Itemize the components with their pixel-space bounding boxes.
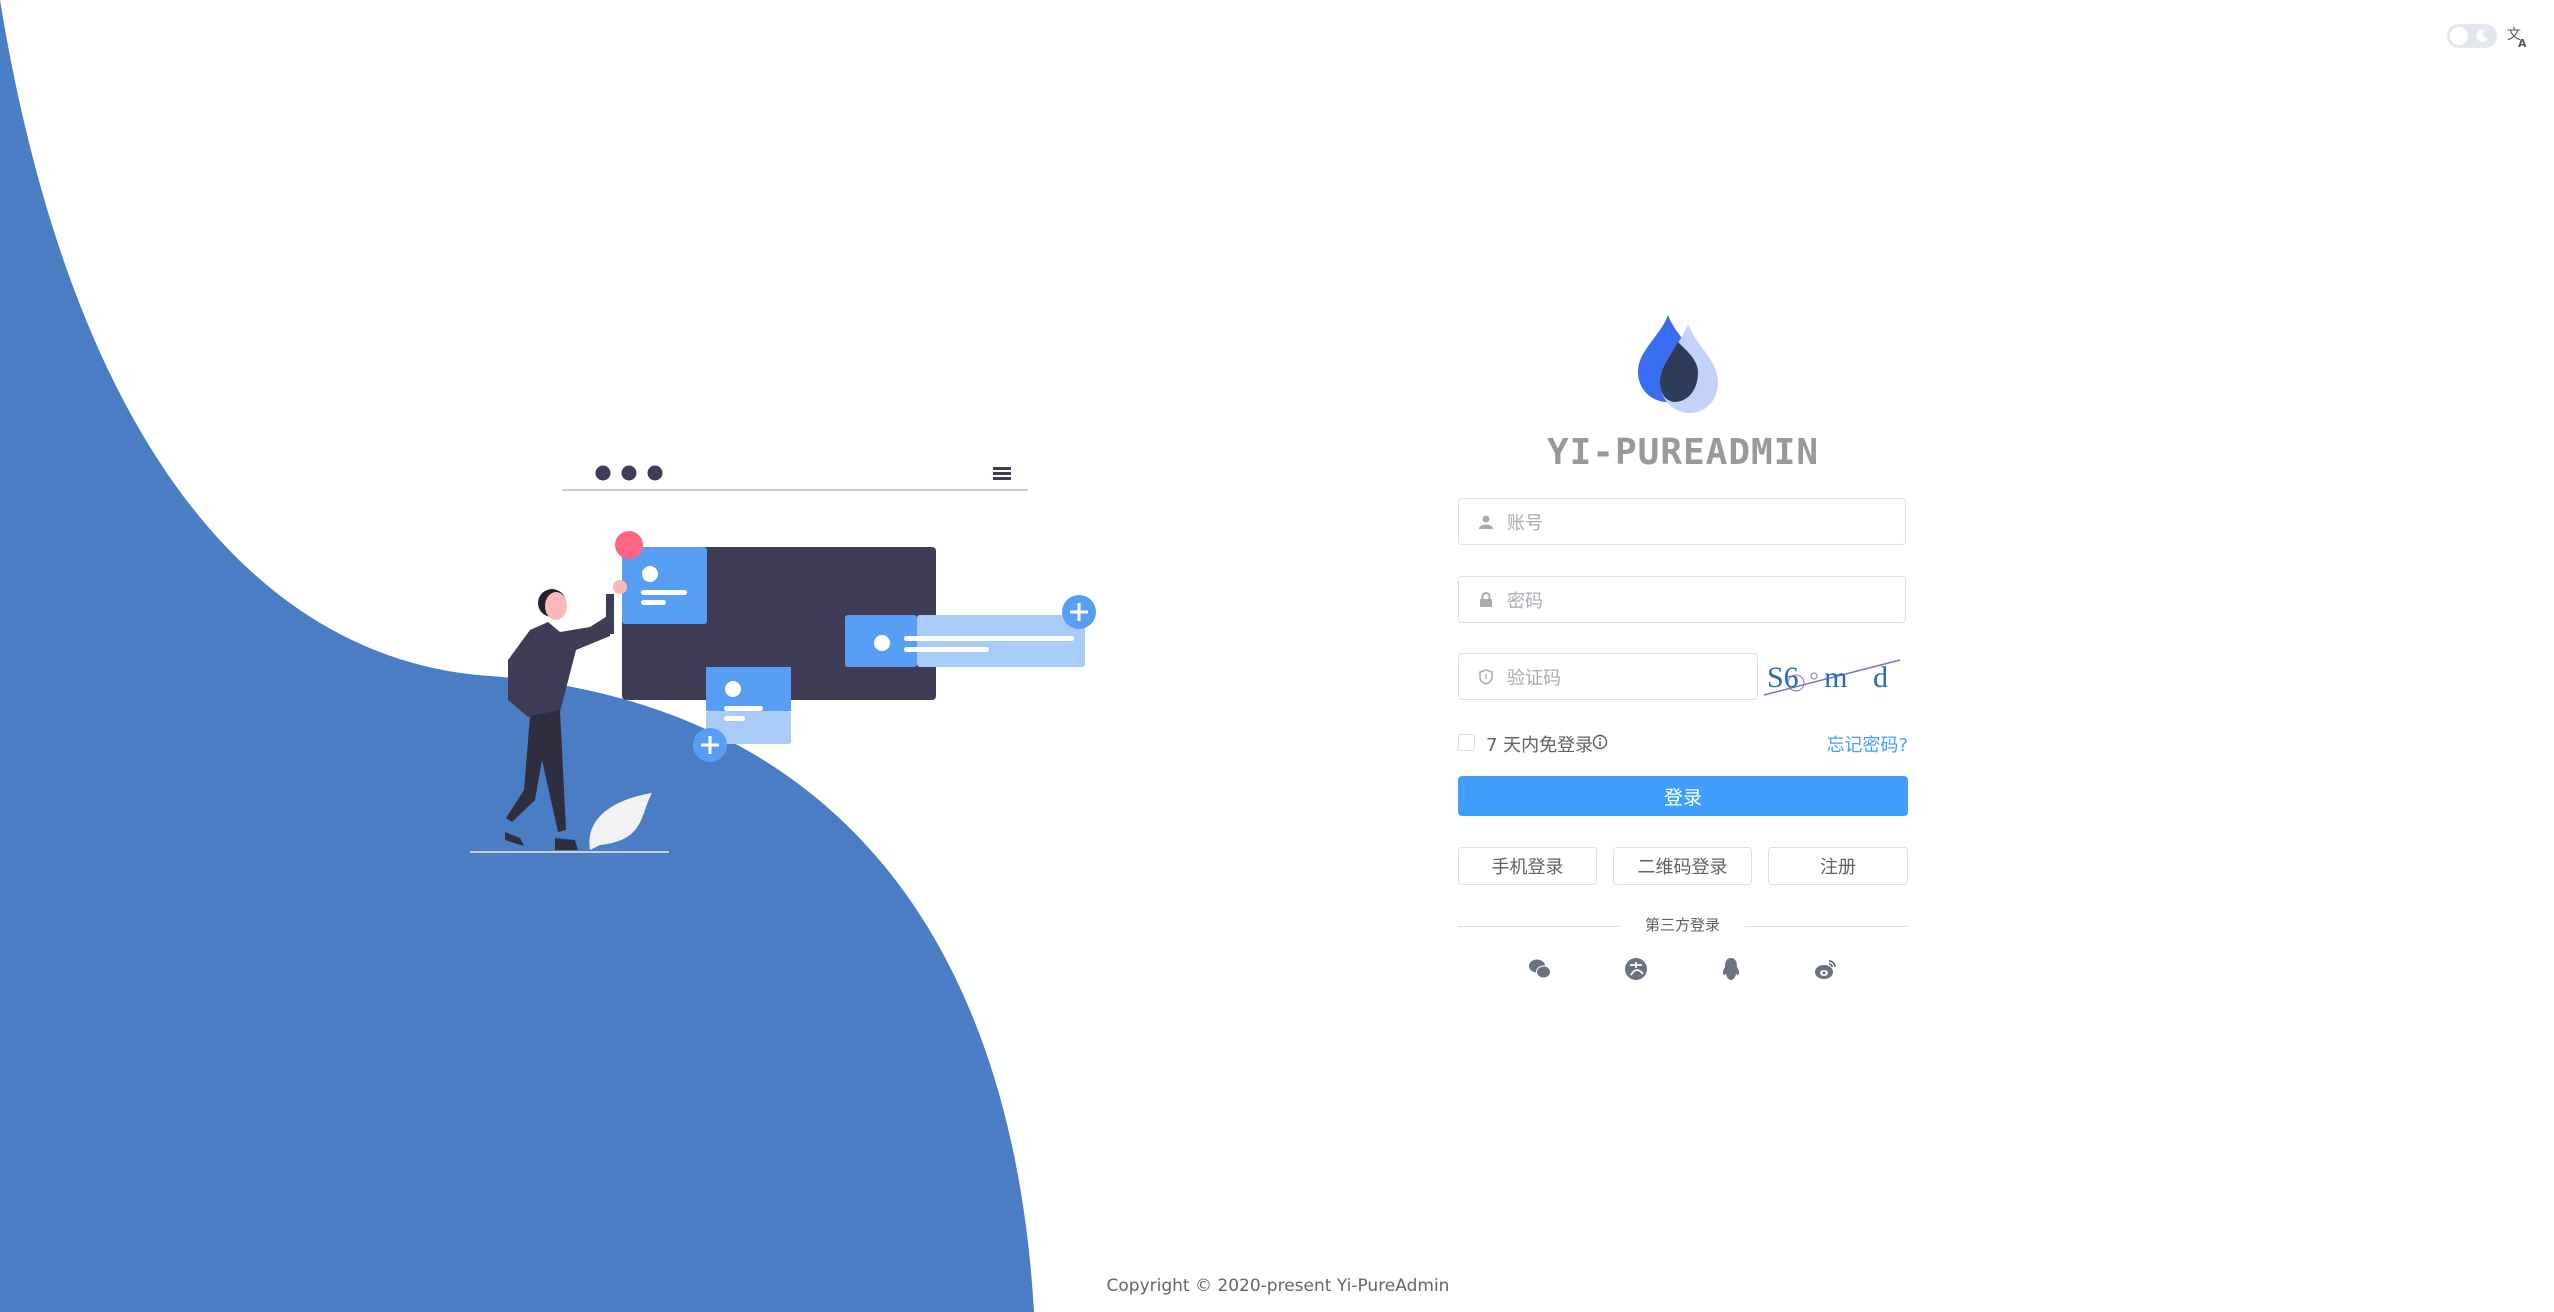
alipay-icon[interactable] bbox=[1624, 957, 1648, 981]
remember-checkbox[interactable] bbox=[1458, 734, 1475, 751]
login-illustration bbox=[470, 465, 1096, 853]
captcha-placeholder: 验证码 bbox=[1507, 667, 1561, 689]
theme-toggle[interactable] bbox=[2447, 24, 2497, 48]
third-party-label: 第三方登录 bbox=[1644, 916, 1720, 934]
wechat-icon[interactable] bbox=[1528, 957, 1552, 981]
toggle-knob bbox=[2450, 27, 2468, 45]
register-button[interactable]: 注册 bbox=[1768, 847, 1908, 885]
username-placeholder: 账号 bbox=[1507, 512, 1543, 534]
app-title: YI-PUREADMIN bbox=[1546, 432, 1820, 473]
phone-login-button[interactable]: 手机登录 bbox=[1458, 847, 1597, 885]
captcha-image[interactable] bbox=[1762, 655, 1908, 701]
captcha-text: S6 m d bbox=[1767, 661, 1889, 694]
forgot-password-link[interactable]: 忘记密码? bbox=[1826, 735, 1908, 756]
divider-left bbox=[1458, 926, 1620, 927]
info-icon[interactable] bbox=[1592, 734, 1608, 750]
qrcode-login-button[interactable]: 二维码登录 bbox=[1613, 847, 1752, 885]
divider-right bbox=[1745, 926, 1908, 927]
remember-label: 7 天内免登录 bbox=[1486, 735, 1594, 756]
moon-icon bbox=[2476, 29, 2488, 42]
captcha-input[interactable]: 验证码 bbox=[1458, 653, 1758, 700]
user-icon bbox=[1477, 513, 1495, 531]
water-drop-logo bbox=[1638, 315, 1718, 413]
shield-icon bbox=[1477, 668, 1495, 686]
username-input[interactable]: 账号 bbox=[1458, 498, 1906, 545]
qq-icon[interactable] bbox=[1719, 957, 1743, 981]
svg-text:文: 文 bbox=[2507, 27, 2521, 43]
login-button[interactable]: 登录 bbox=[1458, 776, 1908, 816]
browser-bar bbox=[562, 465, 1028, 491]
lock-icon bbox=[1477, 591, 1495, 609]
footer-copyright: Copyright © 2020-present Yi-PureAdmin bbox=[1106, 1276, 1450, 1296]
password-input[interactable]: 密码 bbox=[1458, 576, 1906, 623]
translate-icon[interactable]: 文 A bbox=[2506, 24, 2530, 48]
password-placeholder: 密码 bbox=[1507, 590, 1543, 612]
svg-text:A: A bbox=[2518, 37, 2527, 48]
person-figure bbox=[470, 580, 669, 853]
weibo-icon[interactable] bbox=[1814, 957, 1838, 981]
